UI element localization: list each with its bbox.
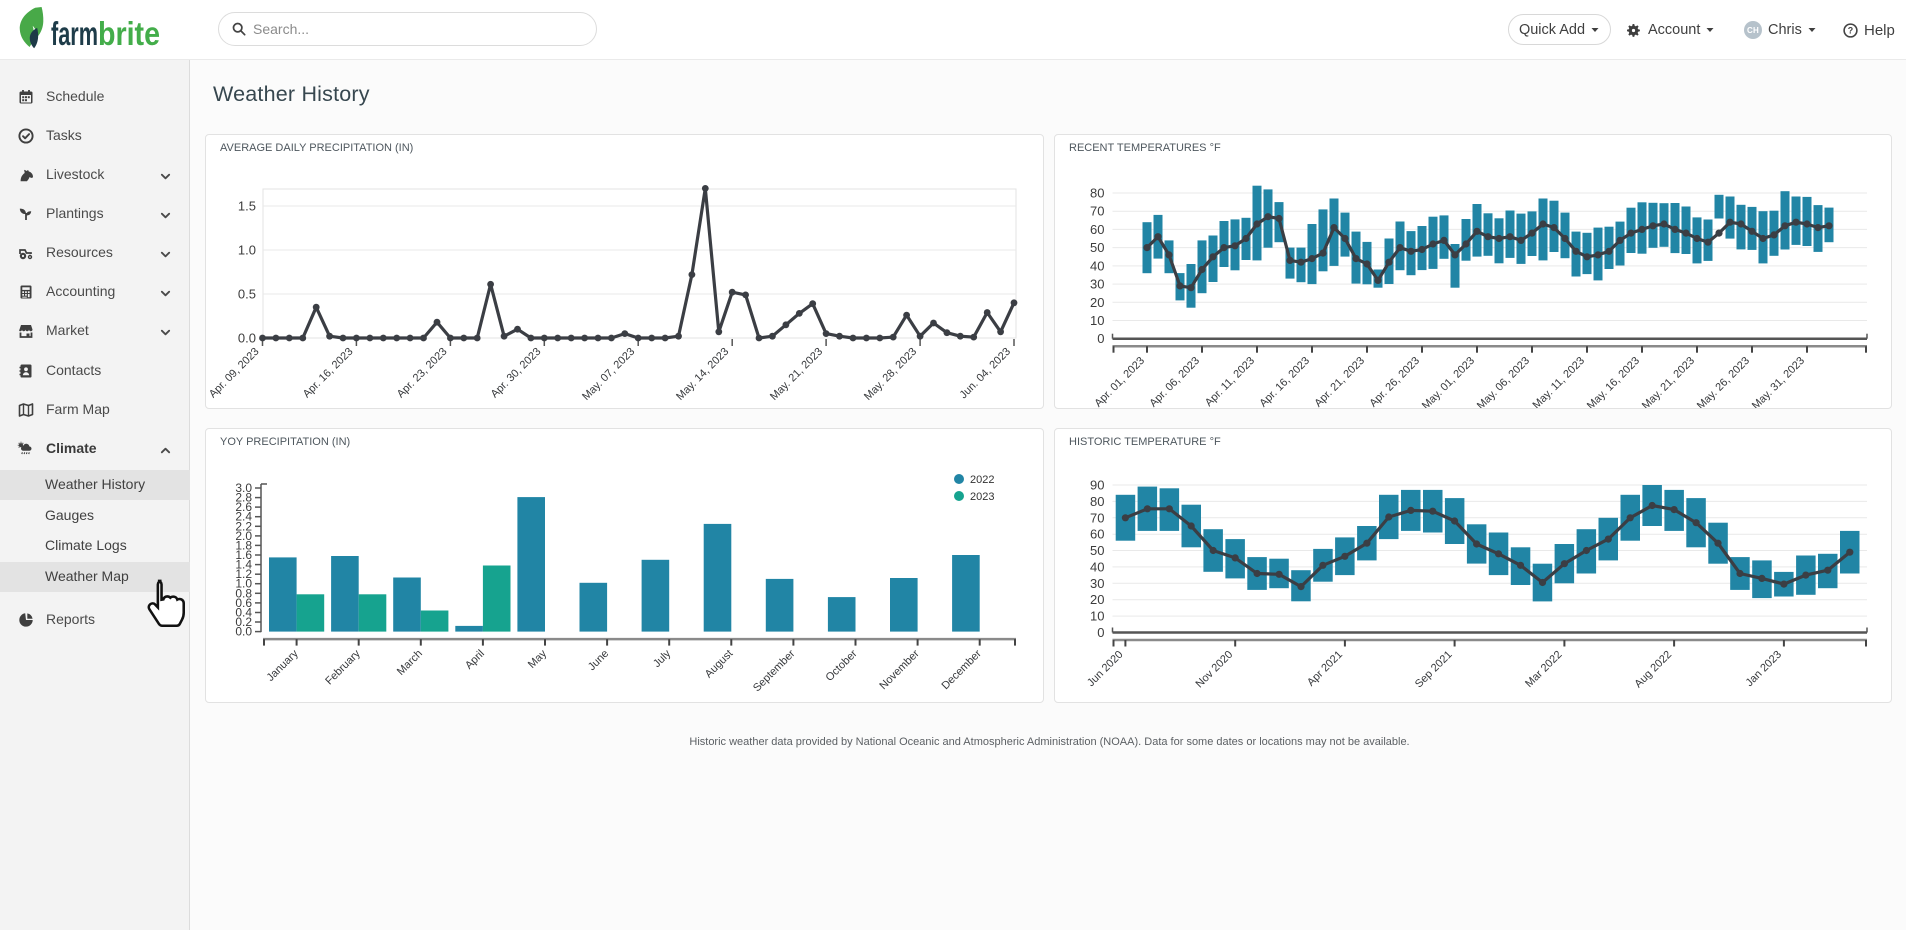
svg-text:80: 80 [1090,186,1104,201]
svg-text:1.0: 1.0 [238,243,256,258]
svg-text:2023: 2023 [970,491,994,503]
svg-text:90: 90 [1090,478,1104,493]
svg-text:20: 20 [1090,295,1104,310]
svg-text:70: 70 [1090,510,1104,525]
svg-text:May. 31, 2023: May. 31, 2023 [1750,355,1807,408]
svg-text:Mar 2022: Mar 2022 [1523,649,1564,690]
svg-text:May. 28, 2023: May. 28, 2023 [862,346,919,403]
svg-text:May. 01, 2023: May. 01, 2023 [1420,355,1477,408]
svg-text:Aug 2022: Aug 2022 [1632,649,1674,691]
svg-text:60: 60 [1090,527,1104,542]
svg-text:May. 26, 2023: May. 26, 2023 [1695,355,1752,408]
svg-text:1.2: 1.2 [235,567,252,581]
svg-text:May. 06, 2023: May. 06, 2023 [1475,355,1532,408]
svg-text:September: September [751,648,798,695]
svg-text:Apr. 16, 2023: Apr. 16, 2023 [1257,355,1312,408]
svg-text:1.5: 1.5 [238,199,256,214]
svg-text:0.8: 0.8 [235,586,252,600]
svg-text:0.4: 0.4 [235,606,252,620]
svg-text:Apr. 23, 2023: Apr. 23, 2023 [395,346,450,401]
svg-text:2.8: 2.8 [235,491,252,505]
svg-text:40: 40 [1090,559,1104,574]
svg-text:70: 70 [1090,204,1104,219]
svg-text:December: December [939,648,984,693]
svg-text:October: October [823,648,859,684]
svg-text:60: 60 [1090,222,1104,237]
svg-text:1.4: 1.4 [235,558,252,572]
svg-text:May. 16, 2023: May. 16, 2023 [1585,355,1642,408]
svg-text:June: June [586,648,611,673]
svg-text:0: 0 [1097,625,1104,640]
svg-text:Apr. 30, 2023: Apr. 30, 2023 [489,346,544,401]
svg-text:0: 0 [1097,331,1104,346]
svg-text:50: 50 [1090,240,1104,255]
svg-text:Apr. 11, 2023: Apr. 11, 2023 [1203,355,1257,408]
svg-text:July: July [651,647,674,670]
svg-text:Apr. 06, 2023: Apr. 06, 2023 [1147,355,1202,408]
svg-text:May: May [526,647,550,671]
svg-text:2.6: 2.6 [235,500,252,514]
svg-text:January: January [265,647,302,684]
svg-text:30: 30 [1090,277,1104,292]
svg-text:brite: brite [98,15,160,52]
svg-text:Jun. 04, 2023: Jun. 04, 2023 [957,346,1013,402]
svg-text:April: April [463,648,487,672]
svg-text:0.6: 0.6 [235,596,252,610]
svg-text:1.6: 1.6 [235,548,252,562]
svg-text:Apr 2021: Apr 2021 [1305,649,1345,689]
svg-text:Jun 2020: Jun 2020 [1085,649,1125,689]
svg-text:3.0: 3.0 [235,481,252,495]
svg-text:Jan 2023: Jan 2023 [1744,649,1784,689]
svg-text:Apr. 26, 2023: Apr. 26, 2023 [1367,355,1422,408]
svg-text:10: 10 [1090,313,1104,328]
svg-text:10: 10 [1090,609,1104,624]
svg-text:?: ? [1848,25,1853,35]
svg-text:May. 21, 2023: May. 21, 2023 [768,346,825,403]
svg-text:May. 14, 2023: May. 14, 2023 [674,346,731,403]
svg-text:November: November [877,648,922,693]
svg-text:Apr. 21, 2023: Apr. 21, 2023 [1312,355,1367,408]
svg-text:50: 50 [1090,543,1104,558]
svg-text:2.2: 2.2 [235,519,252,533]
svg-text:2022: 2022 [970,474,994,486]
svg-text:1.0: 1.0 [235,577,252,591]
svg-text:20: 20 [1090,592,1104,607]
svg-text:Apr. 09, 2023: Apr. 09, 2023 [207,346,262,401]
svg-text:February: February [323,647,363,687]
svg-text:80: 80 [1090,494,1104,509]
svg-text:1.8: 1.8 [235,538,252,552]
svg-text:May. 21, 2023: May. 21, 2023 [1640,355,1697,408]
svg-text:Nov 2020: Nov 2020 [1194,649,1236,691]
svg-text:40: 40 [1090,258,1104,273]
svg-text:Apr. 01, 2023: Apr. 01, 2023 [1092,355,1147,408]
svg-text:March: March [395,648,425,678]
svg-text:0.2: 0.2 [235,615,252,629]
svg-text:0.0: 0.0 [238,331,256,346]
svg-text:Apr. 16, 2023: Apr. 16, 2023 [301,346,356,401]
svg-text:0.0: 0.0 [235,625,252,639]
svg-text:0.5: 0.5 [238,287,256,302]
svg-text:August: August [703,648,736,681]
svg-text:2.4: 2.4 [235,510,252,524]
svg-text:May. 07, 2023: May. 07, 2023 [580,346,637,403]
svg-text:farm: farm [51,15,98,52]
svg-text:30: 30 [1090,576,1104,591]
svg-text:Sep 2021: Sep 2021 [1413,649,1455,691]
svg-text:May. 11, 2023: May. 11, 2023 [1530,355,1587,408]
svg-text:2.0: 2.0 [235,529,252,543]
